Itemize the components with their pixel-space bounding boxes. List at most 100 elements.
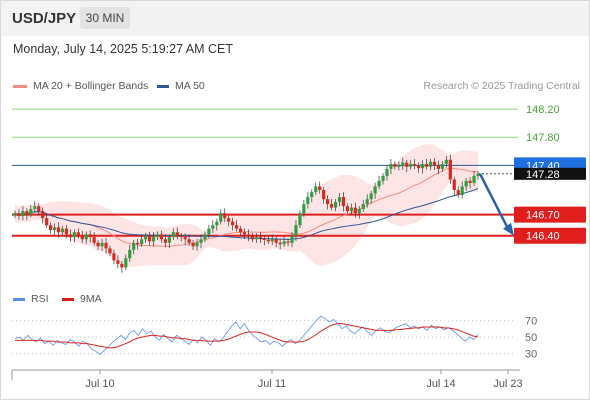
candle-body xyxy=(365,199,369,205)
candle-body xyxy=(385,168,389,176)
candle-body xyxy=(203,234,207,240)
candle-body xyxy=(231,221,235,226)
candle-body xyxy=(80,235,84,240)
candle-body xyxy=(345,206,350,212)
candle-body xyxy=(341,197,346,207)
candle-body xyxy=(112,253,116,261)
candle-body xyxy=(45,218,49,226)
candles xyxy=(13,154,480,273)
level-tag-146.70 xyxy=(514,206,586,223)
candle-body xyxy=(175,232,179,236)
candle-body xyxy=(393,163,397,167)
candle-body xyxy=(17,213,21,217)
legend-ma50: MA 50 xyxy=(157,80,205,92)
candle-body xyxy=(140,239,144,245)
candle-body xyxy=(124,258,128,268)
candle-body xyxy=(417,165,421,169)
candle-body xyxy=(33,206,37,209)
legend-9ma: 9MA xyxy=(62,293,102,305)
level-label-146.40: 146.40 xyxy=(526,231,560,243)
current-price-tag xyxy=(514,167,586,180)
candle-body xyxy=(432,161,437,166)
forecast-arrow-shaft xyxy=(478,173,509,228)
candle-body xyxy=(353,207,357,214)
legend-ma20-label: MA 20 + Bollinger Bands xyxy=(33,80,149,92)
candle-body xyxy=(235,225,239,229)
candle-body xyxy=(294,225,298,236)
rsi-tick-30: 30 xyxy=(525,349,537,361)
candle-body xyxy=(246,234,251,236)
candle-body xyxy=(151,237,156,242)
forecast-arrow-head xyxy=(503,222,514,236)
candle-body xyxy=(250,235,255,240)
x-tick-label: Jul 11 xyxy=(258,378,287,390)
candle-body xyxy=(270,239,274,242)
level-tag-146.40 xyxy=(514,227,586,244)
candle-body xyxy=(25,211,29,215)
candle-body xyxy=(187,239,191,243)
candle-body xyxy=(211,225,215,229)
candle-body xyxy=(290,235,294,243)
legend-ma50-label: MA 50 xyxy=(175,80,205,92)
rsi-ma-line xyxy=(15,323,479,349)
candle-body xyxy=(448,159,452,180)
timeframe-button[interactable]: 30 MIN xyxy=(80,7,130,29)
candle-body xyxy=(52,227,57,231)
candle-body xyxy=(254,237,258,240)
candle-body xyxy=(207,228,211,235)
top-bar: USD/JPY 30 MIN xyxy=(0,0,590,36)
candle-body xyxy=(215,221,219,226)
candle-body xyxy=(302,204,306,214)
candle-body xyxy=(147,235,152,242)
candle-body xyxy=(468,180,472,183)
candle-body xyxy=(13,213,17,216)
candle-body xyxy=(397,165,401,167)
candle-body xyxy=(262,238,266,240)
rsi-tick-70: 70 xyxy=(525,315,537,327)
candle-body xyxy=(108,248,112,254)
candle-body xyxy=(452,179,456,190)
candle-body xyxy=(314,186,318,193)
candle-body xyxy=(460,186,464,195)
candle-body xyxy=(329,204,334,208)
candle-body xyxy=(136,242,140,245)
candle-body xyxy=(179,235,183,238)
legend-9ma-swatch xyxy=(62,297,74,301)
candle-body xyxy=(464,180,468,187)
candle-body xyxy=(72,232,76,238)
candle-body xyxy=(132,242,136,250)
candle-body xyxy=(278,242,282,245)
candle-body xyxy=(199,239,203,243)
candle-body xyxy=(381,175,385,181)
candle-body xyxy=(60,228,65,233)
level-label-147.80: 147.80 xyxy=(526,132,560,144)
candle-body xyxy=(227,218,231,222)
candle-body xyxy=(266,239,270,242)
candle-body xyxy=(171,232,175,238)
legend-rsi-label: RSI xyxy=(31,293,49,305)
candle-body xyxy=(444,159,448,164)
candle-body xyxy=(21,211,25,217)
candle-body xyxy=(476,173,480,176)
candle-body xyxy=(409,163,413,167)
legend-rsi: RSI xyxy=(13,293,49,305)
ma50-line xyxy=(14,188,479,240)
legend-ma20: MA 20 + Bollinger Bands xyxy=(13,80,148,92)
candle-body xyxy=(472,175,476,183)
candle-body xyxy=(357,209,361,214)
x-tick-label: Jul 23 xyxy=(493,378,522,390)
candle-body xyxy=(183,237,187,240)
candle-body xyxy=(389,163,393,169)
level-label-146.70: 146.70 xyxy=(526,210,560,222)
x-tick-label: Jul 14 xyxy=(426,378,455,390)
candle-body xyxy=(310,192,314,198)
candle-body xyxy=(219,213,223,222)
candle-body xyxy=(369,193,373,200)
candle-body xyxy=(420,163,425,169)
candle-body xyxy=(424,163,429,167)
candle-body xyxy=(84,234,88,240)
candle-body xyxy=(440,163,444,169)
candle-body xyxy=(120,263,124,268)
candle-body xyxy=(258,237,262,239)
